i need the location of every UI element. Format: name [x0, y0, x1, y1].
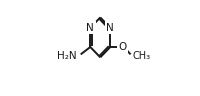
Text: O: O — [118, 42, 127, 52]
Text: CH₃: CH₃ — [133, 51, 151, 61]
Text: H₂N: H₂N — [57, 51, 77, 61]
Text: N: N — [86, 23, 94, 33]
Text: N: N — [106, 23, 114, 33]
